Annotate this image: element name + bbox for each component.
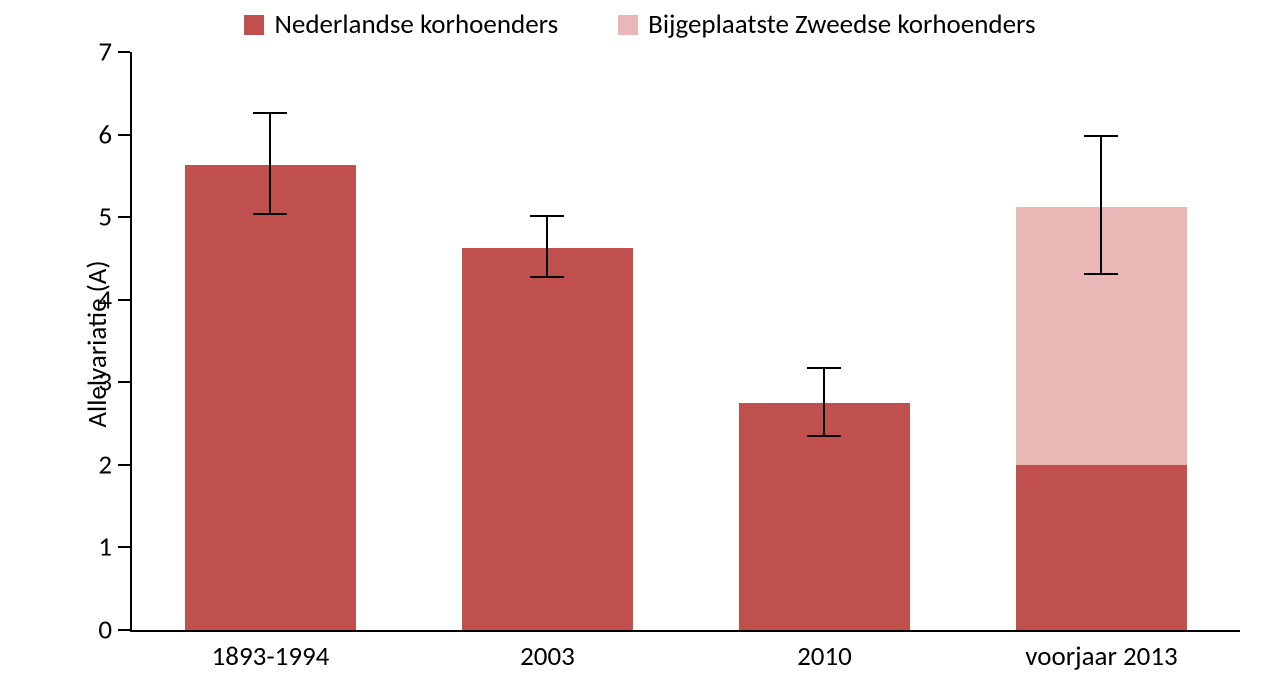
legend-label-0: Nederlandse korhoenders bbox=[274, 8, 558, 41]
error-cap bbox=[807, 435, 841, 437]
chart-container: Nederlandse korhoenders Bijgeplaatste Zw… bbox=[0, 0, 1280, 688]
bar-segment bbox=[462, 248, 634, 630]
y-tick-label: 3 bbox=[98, 366, 132, 399]
error-cap bbox=[253, 213, 287, 215]
legend-item-0: Nederlandse korhoenders bbox=[244, 8, 558, 41]
y-tick-label: 7 bbox=[98, 36, 132, 69]
error-bar bbox=[1100, 137, 1102, 275]
bars-layer bbox=[132, 52, 1240, 630]
x-tick-label: 2010 bbox=[797, 630, 852, 673]
x-tick-label: 2003 bbox=[520, 630, 575, 673]
y-tick-label: 5 bbox=[98, 201, 132, 234]
error-cap bbox=[530, 215, 564, 217]
x-tick-label: voorjaar 2013 bbox=[1025, 630, 1177, 673]
error-cap bbox=[807, 367, 841, 369]
bar-segment bbox=[185, 165, 357, 630]
bar bbox=[1016, 52, 1188, 630]
error-bar bbox=[269, 114, 271, 215]
legend-label-1: Bijgeplaatste Zweedse korhoenders bbox=[648, 8, 1035, 41]
error-cap bbox=[253, 112, 287, 114]
y-tick-label: 6 bbox=[98, 118, 132, 151]
plot-area: 012345671893-199420032010voorjaar 2013 bbox=[130, 52, 1240, 632]
bar bbox=[739, 52, 911, 630]
bar-segment bbox=[739, 403, 911, 630]
error-bar bbox=[823, 369, 825, 437]
y-tick-label: 0 bbox=[98, 614, 132, 647]
bar bbox=[185, 52, 357, 630]
y-tick-label: 4 bbox=[98, 283, 132, 316]
legend-item-1: Bijgeplaatste Zweedse korhoenders bbox=[618, 8, 1035, 41]
error-cap bbox=[530, 276, 564, 278]
legend: Nederlandse korhoenders Bijgeplaatste Zw… bbox=[0, 8, 1280, 41]
legend-swatch-0 bbox=[244, 15, 264, 35]
bar bbox=[462, 52, 634, 630]
bar-segment bbox=[1016, 465, 1188, 630]
error-cap bbox=[1084, 135, 1118, 137]
x-tick-label: 1893-1994 bbox=[212, 630, 330, 673]
error-bar bbox=[546, 217, 548, 278]
legend-swatch-1 bbox=[618, 15, 638, 35]
y-tick-label: 2 bbox=[98, 448, 132, 481]
error-cap bbox=[1084, 273, 1118, 275]
y-tick-label: 1 bbox=[98, 531, 132, 564]
